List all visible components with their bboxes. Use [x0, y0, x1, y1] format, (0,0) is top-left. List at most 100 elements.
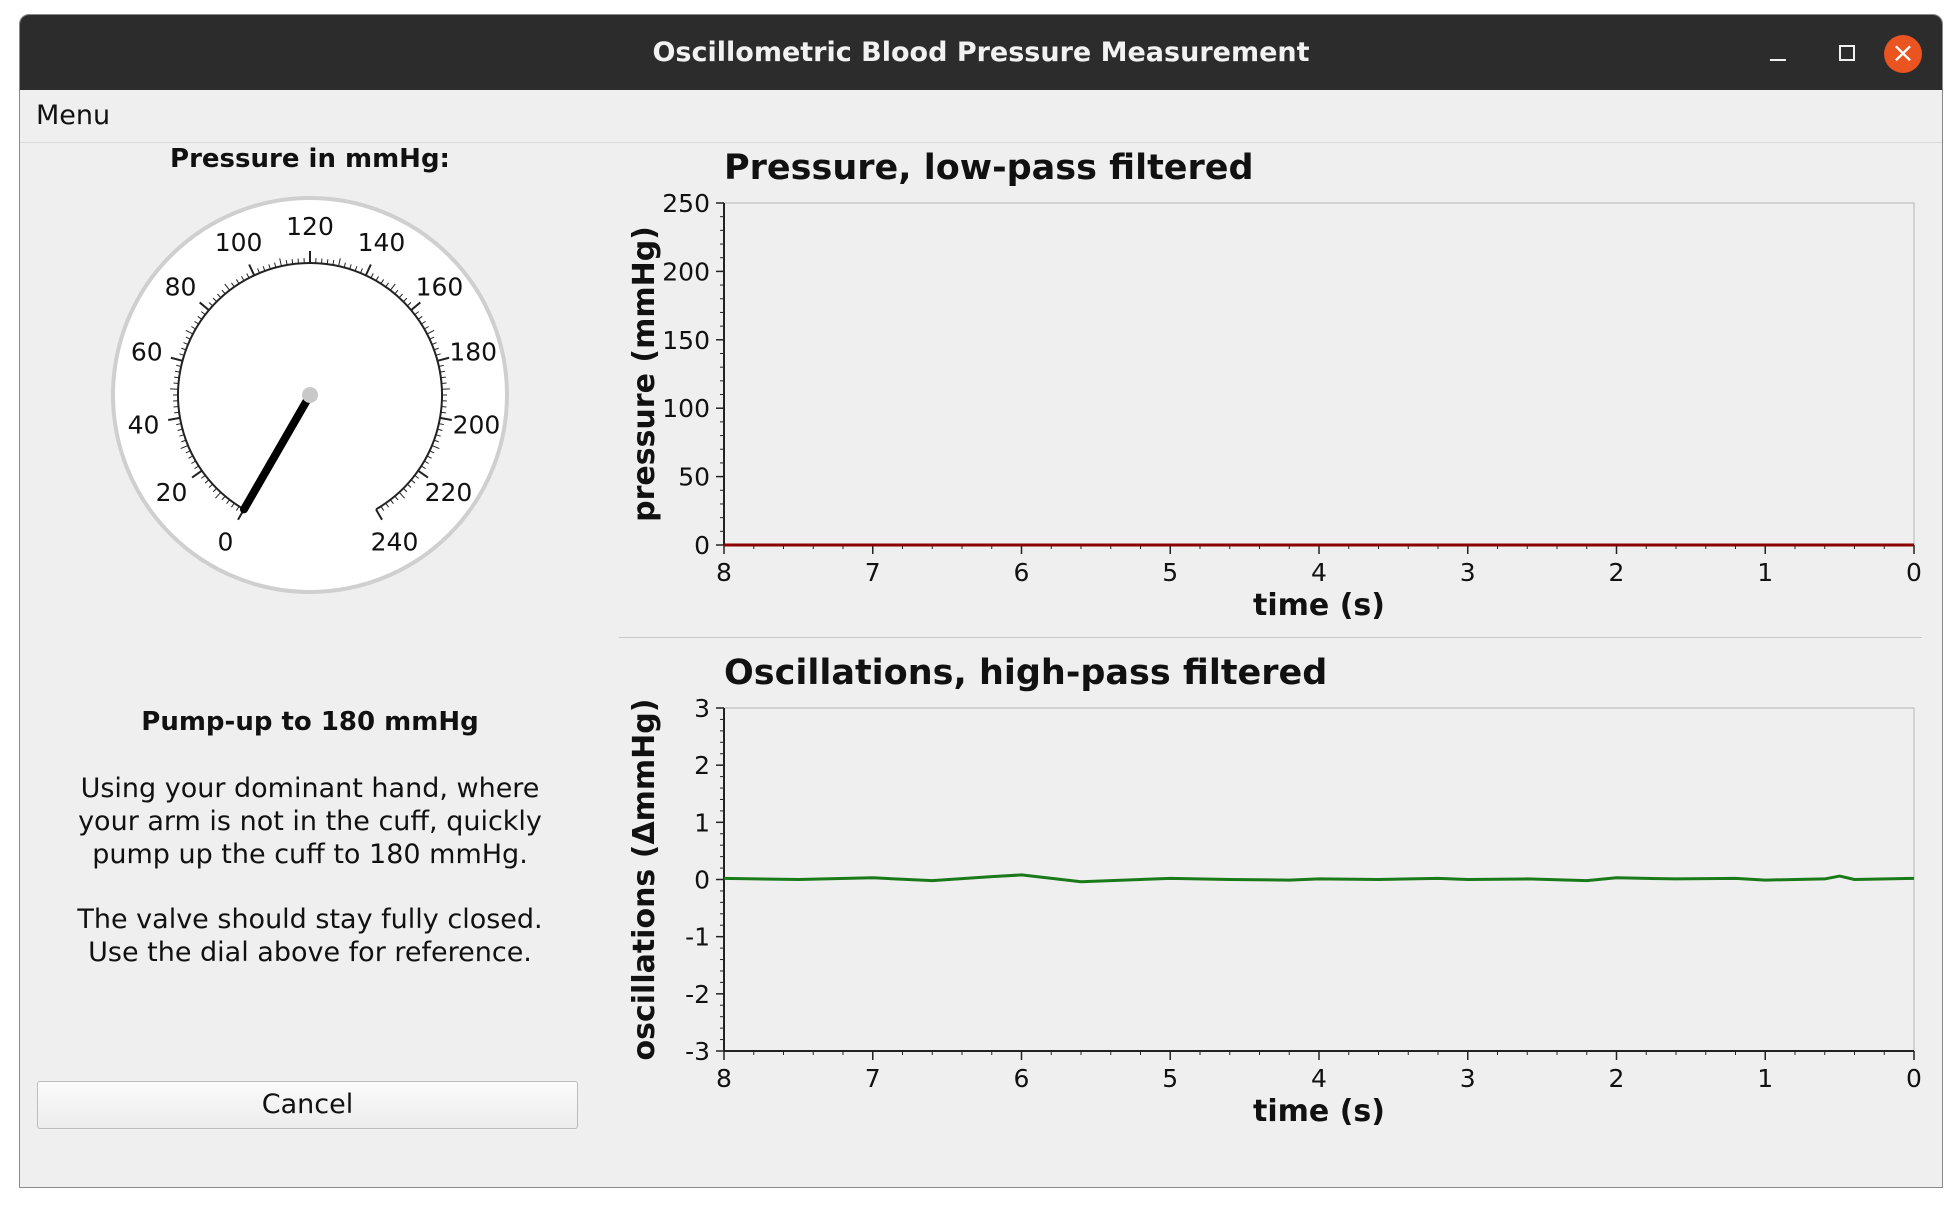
oscillation-plot-x-tick-label: 5 [1162, 1064, 1178, 1093]
cancel-button[interactable]: Cancel [37, 1081, 578, 1129]
valve-note: The valve should stay fully closed. Use … [40, 903, 580, 969]
gauge-tick [437, 428, 443, 431]
gauge-tick [201, 311, 206, 316]
gauge-tick [215, 491, 222, 499]
gauge-tick [241, 276, 245, 281]
oscillation-plot-x-label: time (s) [1253, 1094, 1385, 1129]
gauge-tick [354, 266, 358, 272]
instruction-line: your arm is not in the cuff, quickly [78, 806, 542, 837]
pressure-plot-x-tick-label: 0 [1906, 558, 1922, 587]
pressure-plot: 8 7 6 5 4 3 2 1 0 250 200 150 100 50 0 time (s) pressure… [627, 189, 1922, 623]
pressure-plot-x-tick-label: 8 [716, 558, 732, 587]
gauge-tick [176, 364, 182, 367]
oscillation-plot-x-tick-label: 3 [1460, 1064, 1476, 1093]
gauge-tick [437, 356, 450, 362]
gauge-tick [439, 416, 452, 421]
gauge-tick [191, 460, 196, 464]
gauge-tick [375, 276, 379, 281]
pressure-plot-x-tick-label: 3 [1460, 558, 1476, 587]
gauge-tick [360, 268, 363, 274]
gauge-arc [177, 262, 443, 511]
pressure-plot-x-tick-label: 5 [1162, 558, 1178, 587]
gauge-tick [398, 491, 405, 499]
maximize-icon [1839, 45, 1855, 61]
gauge-tick [204, 479, 210, 484]
gauge-tick [170, 356, 183, 362]
gauge-tick [433, 347, 439, 351]
gauge-label: 140 [358, 228, 406, 257]
gauge-tick [185, 336, 191, 340]
gauge-tick [375, 508, 383, 521]
gauge-tick [291, 259, 294, 265]
gauge-tick [191, 469, 203, 479]
plot-separator [619, 637, 1922, 638]
pressure-plot-x-tick-label: 1 [1757, 558, 1773, 587]
pressure-plot-title: Pressure, low-pass filtered [724, 148, 1254, 188]
gauge-label: 40 [128, 410, 160, 439]
gauge-tick [385, 502, 389, 508]
oscillation-plot-title: Oscillations, high-pass filtered [724, 653, 1328, 693]
gauge-tick [338, 258, 341, 267]
gauge-tick [343, 262, 346, 268]
gauge-tick [326, 259, 329, 265]
gauge-tick [424, 460, 429, 464]
oscillation-plot-x-tick-label: 4 [1311, 1064, 1327, 1093]
instruction-title: Pump-up to 180 mmHg [141, 707, 479, 737]
pressure-plot-y-tick-label: 100 [662, 394, 710, 423]
gauge-label: 0 [218, 527, 234, 556]
gauge-tick [188, 455, 194, 459]
gauge-tick [435, 353, 441, 356]
menu-item-menu[interactable]: Menu [36, 100, 111, 131]
pressure-plot-x-tick-label: 2 [1609, 558, 1625, 587]
pressure-plot-x-tick-label: 6 [1014, 558, 1030, 587]
gauge-label: 160 [416, 272, 464, 301]
pressure-plot-y-tick-label: 150 [662, 326, 710, 355]
close-button[interactable]: × [1884, 35, 1922, 73]
gauge-label: 120 [286, 212, 334, 241]
oscillation-plot-series-line [723, 873, 1915, 884]
gauge-tick [168, 416, 181, 421]
gauge-tick [201, 474, 206, 479]
gauge-tick [174, 370, 181, 373]
title-bar[interactable]: Oscillometric Blood Pressure Measurement… [20, 15, 1942, 90]
gauge-tick [257, 268, 260, 274]
gauge-label: 60 [131, 337, 163, 366]
gauge-tick [285, 259, 288, 266]
pressure-plot-x-label: time (s) [1253, 588, 1385, 623]
gauge-tick [274, 262, 277, 268]
gauge-tick [279, 258, 282, 267]
gauge-tick [181, 347, 187, 351]
gauge-tick [417, 316, 423, 320]
gauge-tick [402, 487, 408, 493]
gauge-tick [268, 264, 271, 270]
oscillation-plot-y-tick-label: -2 [685, 980, 710, 1009]
gauge-tick [248, 264, 256, 276]
oscillation-plot-x-tick-label: 7 [865, 1064, 881, 1093]
gauge-tick [221, 495, 226, 501]
pressure-plot-y-label: pressure (mmHg) [627, 226, 662, 522]
maximize-button[interactable] [1828, 35, 1864, 71]
gauge-tick [394, 289, 399, 295]
gauge-tick [179, 434, 185, 437]
gauge-scale [168, 251, 452, 521]
gauge-tick [262, 266, 266, 272]
gauge-tick [221, 289, 226, 295]
minimize-button[interactable] [1760, 35, 1796, 71]
close-icon: × [1891, 36, 1915, 69]
gauge-tick [398, 293, 403, 299]
oscillation-plot-y-tick-label: -1 [685, 923, 710, 952]
gauge-tick [226, 499, 231, 504]
gauge-label: 240 [371, 527, 419, 556]
gauge-tick [385, 282, 389, 288]
pressure-label: Pressure in mmHg: [170, 144, 450, 174]
gauge-tick [433, 439, 439, 443]
gauge-tick [406, 302, 412, 307]
gauge-tick [431, 445, 440, 450]
gauge-tick [421, 320, 426, 325]
gauge-tick [364, 264, 372, 276]
oscillation-plot-x-tick-label: 1 [1757, 1064, 1773, 1093]
instruction-line: Use the dial above for reference. [88, 937, 532, 968]
gauge-label: 20 [156, 478, 188, 507]
